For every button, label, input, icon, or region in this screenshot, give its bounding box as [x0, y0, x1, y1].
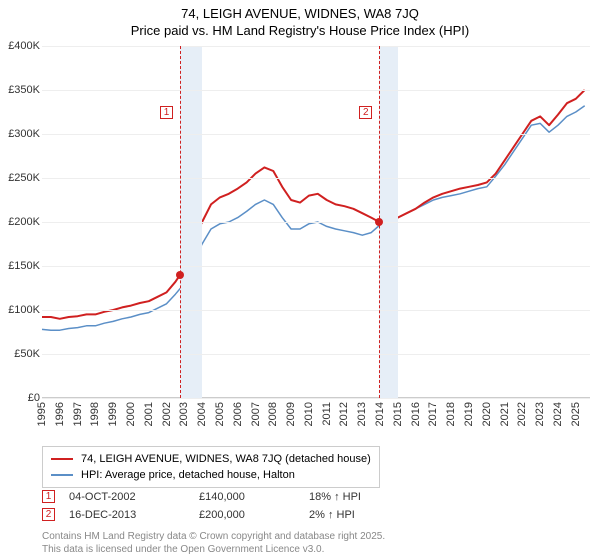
x-axis-label: 2022 — [516, 402, 528, 426]
legend-swatch — [51, 458, 73, 460]
x-axis-label: 2007 — [250, 402, 262, 426]
y-axis-label: £300K — [0, 128, 40, 140]
series-line — [42, 90, 585, 319]
legend-swatch — [51, 474, 73, 476]
event-vline — [180, 46, 181, 398]
x-axis-label: 2001 — [143, 402, 155, 426]
x-axis-label: 2006 — [232, 402, 244, 426]
event-date: 04-OCT-2002 — [69, 491, 199, 503]
event-marker: 2 — [42, 508, 55, 521]
y-axis-label: £350K — [0, 84, 40, 96]
y-axis-label: £200K — [0, 216, 40, 228]
x-axis-label: 1997 — [72, 402, 84, 426]
x-axis-label: 2009 — [285, 402, 297, 426]
x-axis-label: 2016 — [410, 402, 422, 426]
y-axis-label: £250K — [0, 172, 40, 184]
gridline — [42, 46, 590, 47]
x-axis-label: 2000 — [125, 402, 137, 426]
x-axis-label: 2017 — [427, 402, 439, 426]
x-axis-label: 2018 — [445, 402, 457, 426]
gridline — [42, 90, 590, 91]
x-axis-label: 2015 — [392, 402, 404, 426]
x-axis-label: 2004 — [196, 402, 208, 426]
x-axis-label: 1998 — [89, 402, 101, 426]
x-axis-label: 2005 — [214, 402, 226, 426]
gridline — [42, 398, 590, 399]
gridline — [42, 178, 590, 179]
chart-area: £0 £50K £100K £150K £200K £250K £300K £350K £400… — [0, 40, 600, 440]
gridline — [42, 266, 590, 267]
sale-point — [176, 271, 184, 279]
series-line — [42, 106, 585, 330]
attribution-line1: Contains HM Land Registry data © Crown c… — [42, 530, 385, 543]
gridline — [42, 354, 590, 355]
y-axis-label: £400K — [0, 40, 40, 52]
x-axis-label: 1999 — [107, 402, 119, 426]
x-axis-label: 1996 — [54, 402, 66, 426]
y-axis-label: £150K — [0, 260, 40, 272]
attribution: Contains HM Land Registry data © Crown c… — [42, 530, 385, 556]
event-diff: 2% ↑ HPI — [309, 509, 355, 521]
event-date: 16-DEC-2013 — [69, 509, 199, 521]
x-axis-label: 2024 — [552, 402, 564, 426]
gridline — [42, 134, 590, 135]
event-price: £140,000 — [199, 491, 309, 503]
x-axis-label: 2019 — [463, 402, 475, 426]
event-marker: 1 — [42, 490, 55, 503]
x-axis-label: 2008 — [267, 402, 279, 426]
x-axis-label: 2014 — [374, 402, 386, 426]
x-axis-label: 2013 — [356, 402, 368, 426]
y-axis-label: £0 — [0, 392, 40, 404]
x-axis-label: 2010 — [303, 402, 315, 426]
y-axis-label: £50K — [0, 348, 40, 360]
sale-event-row: 1 04-OCT-2002£140,00018% ↑ HPI — [42, 490, 361, 503]
x-axis-label: 2021 — [499, 402, 511, 426]
x-axis-label: 2003 — [178, 402, 190, 426]
x-axis-label: 2012 — [338, 402, 350, 426]
y-axis-label: £100K — [0, 304, 40, 316]
gridline — [42, 222, 590, 223]
legend-item: 74, LEIGH AVENUE, WIDNES, WA8 7JQ (detac… — [51, 451, 371, 467]
legend: 74, LEIGH AVENUE, WIDNES, WA8 7JQ (detac… — [42, 446, 380, 488]
event-marker: 1 — [160, 106, 173, 119]
event-price: £200,000 — [199, 509, 309, 521]
x-axis-label: 2020 — [481, 402, 493, 426]
event-diff: 18% ↑ HPI — [309, 491, 361, 503]
sale-point — [375, 218, 383, 226]
gridline — [42, 310, 590, 311]
legend-item: HPI: Average price, detached house, Halt… — [51, 467, 371, 483]
sale-event-row: 2 16-DEC-2013£200,0002% ↑ HPI — [42, 508, 355, 521]
x-axis-label: 2023 — [534, 402, 546, 426]
legend-label: 74, LEIGH AVENUE, WIDNES, WA8 7JQ (detac… — [81, 453, 371, 465]
x-axis-label: 2002 — [161, 402, 173, 426]
x-axis-label: 1995 — [36, 402, 48, 426]
event-marker: 2 — [359, 106, 372, 119]
x-axis-label: 2011 — [321, 402, 333, 426]
attribution-line2: This data is licensed under the Open Gov… — [42, 543, 385, 556]
legend-label: HPI: Average price, detached house, Halt… — [81, 469, 295, 481]
chart-title-address: 74, LEIGH AVENUE, WIDNES, WA8 7JQ — [0, 6, 600, 21]
x-axis-label: 2025 — [570, 402, 582, 426]
chart-title-sub: Price paid vs. HM Land Registry's House … — [0, 23, 600, 38]
